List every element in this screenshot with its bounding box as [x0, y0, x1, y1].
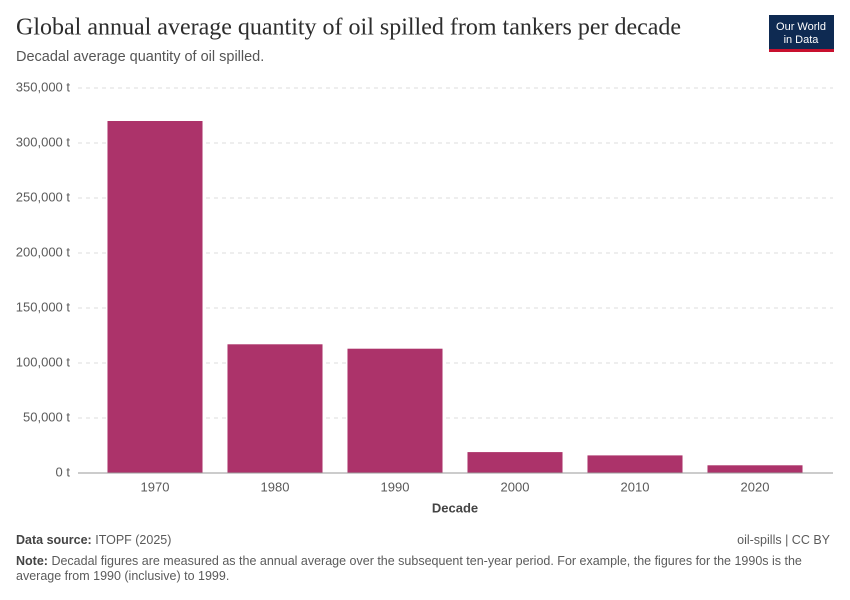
source-label: Data source: [16, 533, 92, 547]
y-tick-label: 200,000 t [16, 244, 71, 259]
bar [707, 465, 803, 473]
chart-title: Global annual average quantity of oil sp… [16, 15, 681, 41]
x-tick-label: 2010 [621, 479, 650, 494]
bar [467, 452, 563, 473]
logo-text: in Data [784, 34, 820, 46]
bar [227, 344, 323, 473]
note-label: Note: [16, 554, 48, 568]
license: oil-spills | CC BY [737, 533, 830, 547]
y-tick-label: 50,000 t [23, 409, 70, 424]
chart-subtitle: Decadal average quantity of oil spilled. [16, 49, 264, 65]
logo-box [769, 15, 834, 51]
y-tick-label: 150,000 t [16, 299, 71, 314]
x-axis-label: Decade [432, 500, 478, 515]
bar [347, 348, 443, 473]
source-text: ITOPF (2025) [95, 533, 172, 547]
y-tick-label: 250,000 t [16, 189, 71, 204]
y-tick-label: 300,000 t [16, 134, 71, 149]
x-tick-label: 1980 [261, 479, 290, 494]
source: Data source: ITOPF (2025) [16, 533, 171, 548]
logo-text: Our World [776, 21, 826, 33]
x-tick-label: 2020 [741, 479, 770, 494]
x-tick-label: 1970 [141, 479, 170, 494]
bar [587, 455, 683, 473]
y-tick-label: 100,000 t [16, 354, 71, 369]
x-tick-label: 1990 [381, 479, 410, 494]
note-text: Decadal figures are measured as the annu… [16, 554, 802, 583]
y-tick-label: 350,000 t [16, 79, 71, 94]
x-tick-label: 2000 [501, 479, 530, 494]
note: Note: Decadal figures are measured as th… [16, 554, 806, 584]
y-tick-label: 0 t [56, 464, 71, 479]
logo-stripe [769, 49, 834, 52]
bar [107, 121, 203, 473]
